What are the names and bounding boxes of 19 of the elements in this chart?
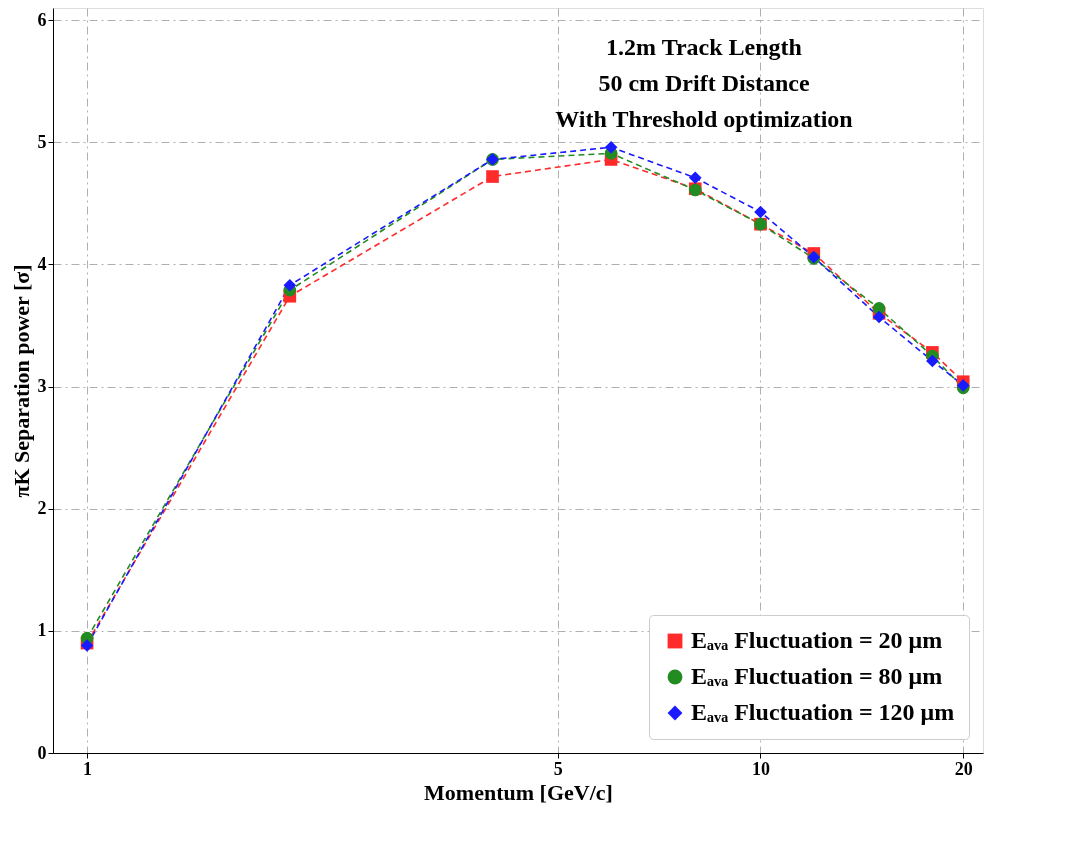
x-axis-title: Momentum [GeV/c]	[424, 779, 613, 805]
annotation: 50 cm Drift Distance	[598, 70, 810, 96]
y-tick-label: 4	[37, 253, 47, 274]
x-tick-label: 1	[83, 758, 93, 779]
annotation: 1.2m Track Length	[606, 34, 802, 60]
y-tick-label: 6	[37, 9, 47, 30]
legend-label: Eₐᵥₐ Fluctuation = 80 μm	[691, 663, 943, 689]
y-tick-label: 5	[37, 131, 47, 152]
legend-label: Eₐᵥₐ Fluctuation = 20 μm	[691, 627, 943, 653]
y-tick-label: 2	[37, 498, 47, 519]
x-tick-label: 5	[553, 758, 563, 779]
y-axis-title: πK Separation power [σ]	[8, 264, 34, 498]
y-tick-label: 1	[37, 620, 47, 641]
x-tick-label: 10	[751, 758, 770, 779]
annotation: With Threshold optimization	[555, 106, 853, 132]
y-tick-label: 0	[37, 742, 47, 763]
legend-label: Eₐᵥₐ Fluctuation = 120 μm	[691, 699, 955, 725]
y-tick-label: 3	[37, 376, 47, 397]
x-tick-label: 20	[954, 758, 973, 779]
